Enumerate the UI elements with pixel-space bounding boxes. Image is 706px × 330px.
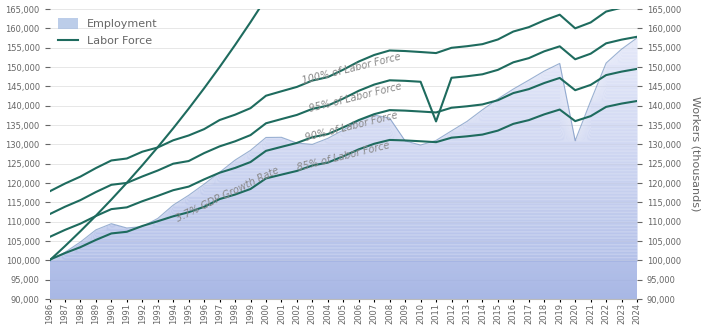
Legend: Employment, Labor Force: Employment, Labor Force [55,15,161,50]
Text: 3.7% GDP Growth Rate: 3.7% GDP Growth Rate [174,165,280,224]
Text: 100% of Labor Force: 100% of Labor Force [301,52,402,86]
Text: 90% of Labor Force: 90% of Labor Force [304,110,398,143]
Text: 95% of Labor Force: 95% of Labor Force [309,81,403,114]
Text: 85% of Labor Force: 85% of Labor Force [296,141,390,173]
Y-axis label: Workers (thousands): Workers (thousands) [690,96,700,212]
